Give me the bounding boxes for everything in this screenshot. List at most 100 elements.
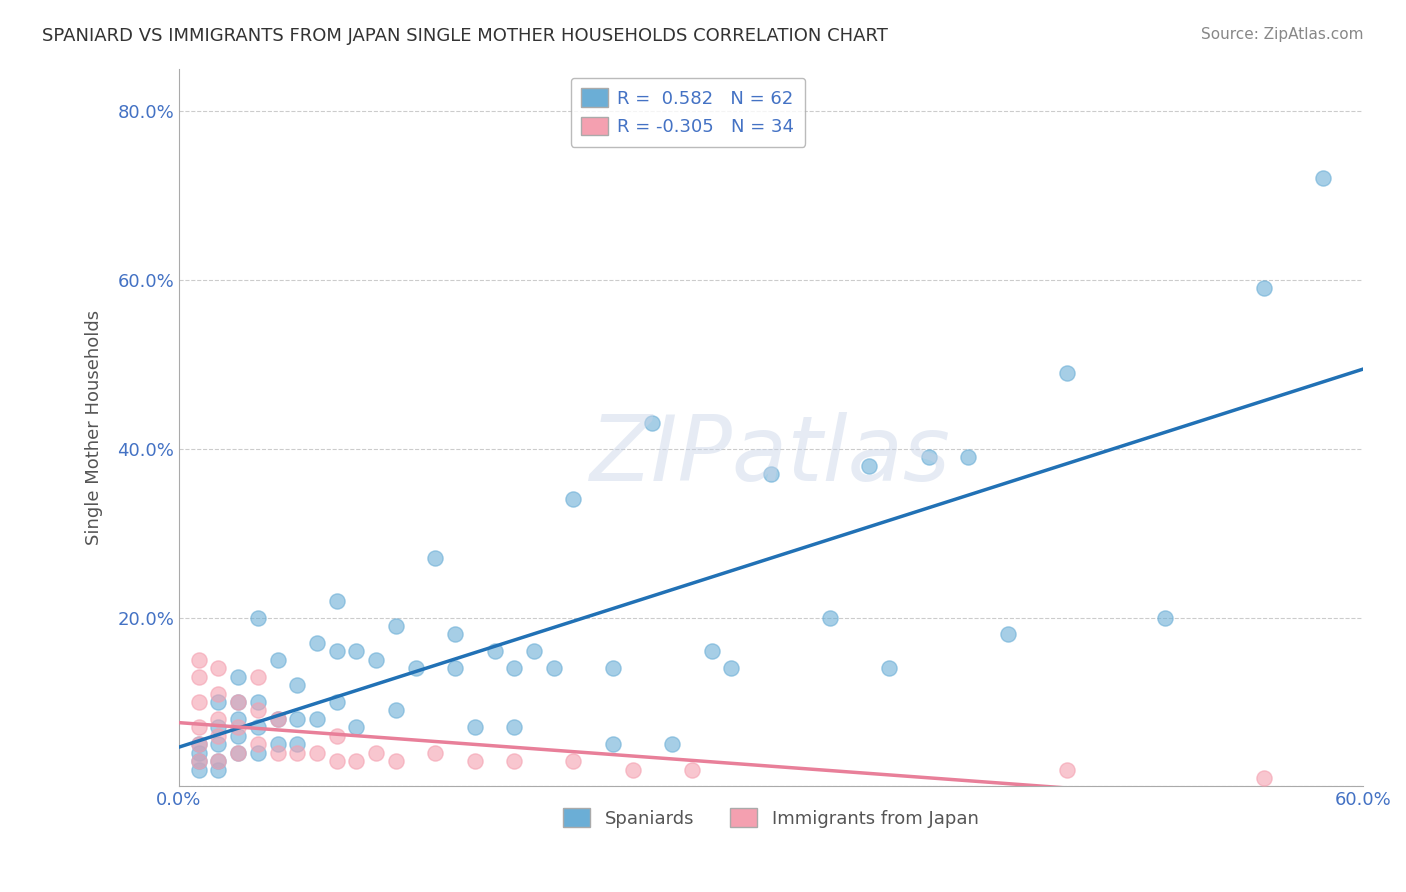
Point: [305, 712, 328, 726]
Point: [207, 754, 229, 768]
Point: [917, 450, 939, 464]
Point: [187, 754, 209, 768]
Point: [1253, 281, 1275, 295]
Point: [1312, 171, 1334, 186]
Point: [641, 417, 664, 431]
Point: [207, 720, 229, 734]
Point: [425, 551, 447, 566]
Point: [543, 661, 565, 675]
Point: [285, 737, 308, 751]
Point: [187, 737, 209, 751]
Point: [425, 746, 447, 760]
Text: SPANIARD VS IMMIGRANTS FROM JAPAN SINGLE MOTHER HOUSEHOLDS CORRELATION CHART: SPANIARD VS IMMIGRANTS FROM JAPAN SINGLE…: [42, 27, 889, 45]
Point: [285, 678, 308, 692]
Point: [1056, 763, 1078, 777]
Point: [385, 703, 408, 717]
Point: [621, 763, 644, 777]
Point: [700, 644, 723, 658]
Point: [187, 737, 209, 751]
Point: [246, 703, 269, 717]
Point: [207, 754, 229, 768]
Point: [187, 653, 209, 667]
Point: [266, 746, 288, 760]
Point: [187, 754, 209, 768]
Point: [226, 695, 249, 709]
Point: [226, 695, 249, 709]
Point: [503, 720, 526, 734]
Point: [207, 687, 229, 701]
Point: [602, 661, 624, 675]
Point: [385, 754, 408, 768]
Point: [464, 754, 486, 768]
Point: [326, 695, 349, 709]
Legend: Spaniards, Immigrants from Japan: Spaniards, Immigrants from Japan: [555, 801, 986, 835]
Point: [266, 712, 288, 726]
Point: [285, 746, 308, 760]
Point: [523, 644, 546, 658]
Point: [246, 670, 269, 684]
Point: [207, 695, 229, 709]
Point: [444, 661, 467, 675]
Text: ZIPatlas: ZIPatlas: [591, 412, 952, 500]
Point: [246, 720, 269, 734]
Point: [246, 695, 269, 709]
Point: [226, 746, 249, 760]
Point: [246, 746, 269, 760]
Point: [858, 458, 880, 473]
Point: [305, 746, 328, 760]
Point: [207, 712, 229, 726]
Point: [1253, 771, 1275, 785]
Point: [720, 661, 742, 675]
Point: [187, 695, 209, 709]
Point: [305, 636, 328, 650]
Point: [444, 627, 467, 641]
Point: [503, 661, 526, 675]
Point: [661, 737, 683, 751]
Point: [187, 746, 209, 760]
Point: [759, 467, 782, 481]
Y-axis label: Single Mother Households: Single Mother Households: [86, 310, 103, 545]
Point: [562, 492, 585, 507]
Point: [562, 754, 585, 768]
Point: [366, 746, 388, 760]
Point: [207, 729, 229, 743]
Point: [266, 653, 288, 667]
Point: [326, 593, 349, 607]
Point: [187, 720, 209, 734]
Point: [818, 610, 841, 624]
Point: [207, 737, 229, 751]
Point: [187, 670, 209, 684]
Point: [226, 670, 249, 684]
Point: [346, 644, 368, 658]
Point: [1056, 366, 1078, 380]
Point: [877, 661, 900, 675]
Point: [246, 610, 269, 624]
Point: [385, 619, 408, 633]
Point: [285, 712, 308, 726]
Point: [503, 754, 526, 768]
Point: [246, 737, 269, 751]
Point: [346, 720, 368, 734]
Point: [602, 737, 624, 751]
Point: [226, 729, 249, 743]
Point: [1154, 610, 1177, 624]
Point: [266, 712, 288, 726]
Point: [326, 729, 349, 743]
Point: [187, 763, 209, 777]
Point: [366, 653, 388, 667]
Point: [326, 644, 349, 658]
Point: [346, 754, 368, 768]
Point: [226, 746, 249, 760]
Text: Source: ZipAtlas.com: Source: ZipAtlas.com: [1201, 27, 1364, 42]
Point: [997, 627, 1019, 641]
Point: [226, 712, 249, 726]
Point: [957, 450, 980, 464]
Point: [207, 661, 229, 675]
Point: [226, 720, 249, 734]
Point: [681, 763, 703, 777]
Point: [464, 720, 486, 734]
Point: [207, 763, 229, 777]
Point: [266, 737, 288, 751]
Point: [326, 754, 349, 768]
Point: [405, 661, 427, 675]
